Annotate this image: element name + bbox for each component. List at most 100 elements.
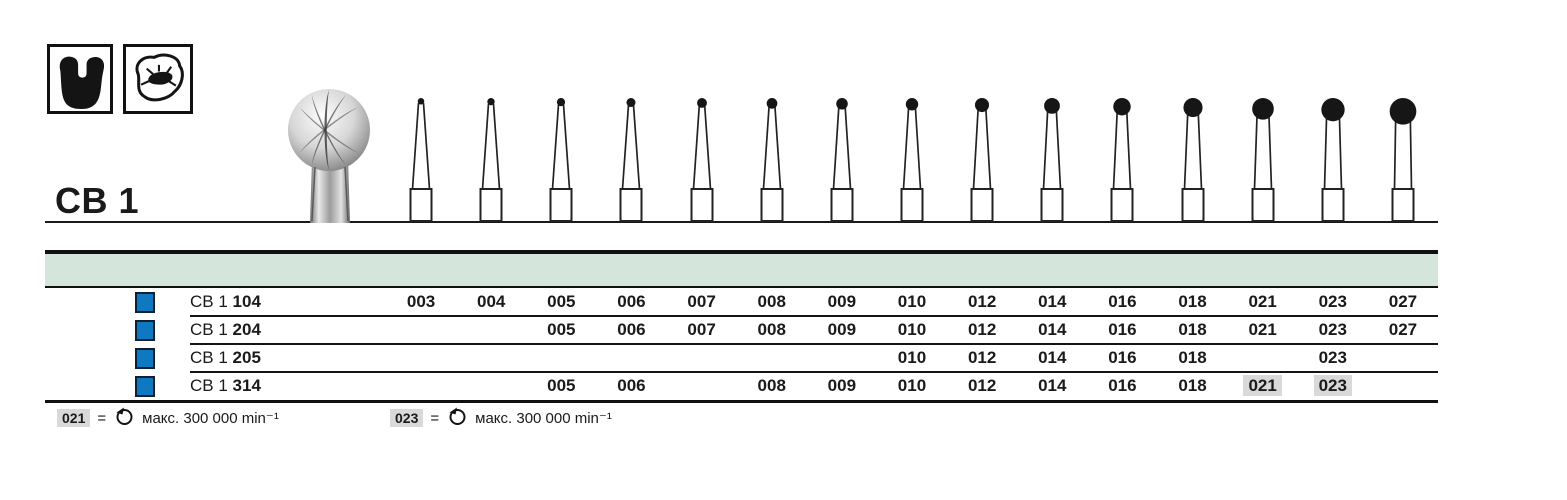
size-cell: 012: [967, 320, 997, 339]
table-bottom-rule: [45, 400, 1438, 403]
row-marker-square: [135, 319, 155, 341]
size-cell: 012: [967, 348, 997, 367]
size-cell: 008: [757, 320, 786, 339]
table-row-205: CB 1 205 010 012 014 016 018 023: [45, 343, 1438, 372]
size-cell: 027: [1388, 292, 1418, 311]
row-marker-cell: [45, 291, 190, 313]
size-cell: 012: [967, 376, 997, 395]
size-cell: 006: [617, 292, 646, 311]
bur-figure-004: [456, 96, 526, 222]
size-cell: 010: [897, 292, 927, 311]
size-cell: 008: [757, 376, 786, 395]
bur-figure-003: [386, 96, 456, 222]
bur-figure-009: [807, 96, 877, 222]
size-cell: 003: [406, 292, 436, 311]
size-cell: 016: [1108, 348, 1137, 367]
footnote-021: 021 = макс. 300 000 min⁻¹: [57, 405, 279, 431]
size-cell: 005: [547, 376, 576, 395]
size-cell: 014: [1038, 348, 1067, 367]
size-cell: 014: [1038, 376, 1067, 395]
bur-figure-023: [1298, 96, 1368, 222]
footnote-text: макс. 300 000 min⁻¹: [475, 410, 612, 427]
size-cell: 018: [1178, 320, 1207, 339]
size-cell: 009: [827, 376, 857, 395]
table-header-band: [45, 254, 1438, 288]
row-marker-cell: [45, 347, 190, 369]
size-cell: 005: [547, 292, 576, 311]
table-rows: CB 1 104 003 004 005 006 007 008 009 010 012 014 01…: [45, 288, 1438, 400]
size-cell: 021: [1228, 375, 1298, 396]
size-cell: 027: [1388, 320, 1418, 339]
size-cell: 023: [1318, 320, 1347, 339]
row-marker-cell: [45, 319, 190, 341]
bur-size-diagram: [386, 96, 1438, 222]
round-bur-photo: [284, 87, 376, 228]
size-cell: 014: [1038, 320, 1067, 339]
bur-figure-018: [1158, 96, 1228, 222]
size-cell: 016: [1108, 320, 1137, 339]
size-cell: 021: [1248, 292, 1277, 311]
product-table: CB 1 104 003 004 005 006 007 008 009 010 012 014 01…: [45, 250, 1438, 403]
size-cell: 023: [1318, 348, 1347, 367]
footnote-text: макс. 300 000 min⁻¹: [142, 410, 279, 427]
bur-figure-010: [877, 96, 947, 222]
table-row-314: CB 1 314 005 006 008 009 010 012 014 016 018 021 02…: [45, 371, 1438, 400]
size-cell: 010: [897, 348, 927, 367]
size-cell: 009: [827, 292, 857, 311]
size-cell: 007: [687, 292, 716, 311]
equals-sign: =: [97, 409, 107, 427]
size-cell: 006: [617, 320, 646, 339]
bur-figure-006: [596, 96, 666, 222]
size-cell: 010: [897, 376, 927, 395]
size-cell: 016: [1108, 376, 1137, 395]
product-code-314: CB 1 314: [190, 376, 261, 395]
product-code-205: CB 1 205: [190, 348, 261, 367]
bur-figure-008: [737, 96, 807, 222]
size-cell: 018: [1178, 292, 1207, 311]
row-marker-cell: [45, 375, 190, 397]
size-cell: 008: [757, 292, 786, 311]
molar-silhouette-icon: [50, 47, 110, 111]
size-cell: 004: [477, 292, 506, 311]
product-code-104: CB 1 104: [190, 292, 261, 311]
table-row-104: CB 1 104 003 004 005 006 007 008 009 010 012 014 01…: [45, 288, 1438, 316]
size-cell: 007: [687, 320, 716, 339]
row-marker-square: [135, 375, 155, 397]
bur-figure-016: [1087, 96, 1157, 222]
occlusal-surface-icon: [126, 47, 190, 111]
size-cell: 006: [617, 376, 646, 395]
bur-figure-014: [1017, 96, 1087, 222]
bur-figure-027: [1368, 96, 1438, 222]
bur-figure-005: [526, 96, 596, 222]
size-cell: 005: [547, 320, 576, 339]
size-cell: 023: [1318, 292, 1347, 311]
bur-baseline-rule: [45, 221, 1438, 223]
equals-sign: =: [430, 409, 440, 427]
size-chip: 021: [57, 409, 91, 427]
bur-figure-021: [1228, 96, 1298, 222]
table-row-204: CB 1 204 005 006 007 008 009 010 012 014 016 018 02…: [45, 315, 1438, 344]
rotation-speed-icon: [446, 405, 468, 431]
size-cell: 021: [1248, 320, 1277, 339]
row-marker-square: [135, 291, 155, 313]
size-cell: 018: [1178, 348, 1207, 367]
product-code-204: CB 1 204: [190, 320, 261, 339]
size-cell: 018: [1178, 376, 1207, 395]
rotation-speed-icon: [113, 405, 135, 431]
size-cell: 009: [827, 320, 857, 339]
series-label: CB 1: [55, 180, 140, 221]
row-marker-square: [135, 347, 155, 369]
bur-figure-012: [947, 96, 1017, 222]
size-cell: 014: [1038, 292, 1067, 311]
indication-icon-box-1: [47, 44, 113, 114]
size-cell: 023: [1298, 375, 1368, 396]
indication-icon-box-2: [123, 44, 193, 114]
bur-figure-007: [667, 96, 737, 222]
table-top-rule: [45, 250, 1438, 254]
size-cell: 016: [1108, 292, 1137, 311]
footnote-023: 023 = макс. 300 000 min⁻¹: [390, 405, 612, 431]
size-cell: 012: [967, 292, 997, 311]
size-chip: 023: [390, 409, 424, 427]
size-cell: 010: [897, 320, 927, 339]
